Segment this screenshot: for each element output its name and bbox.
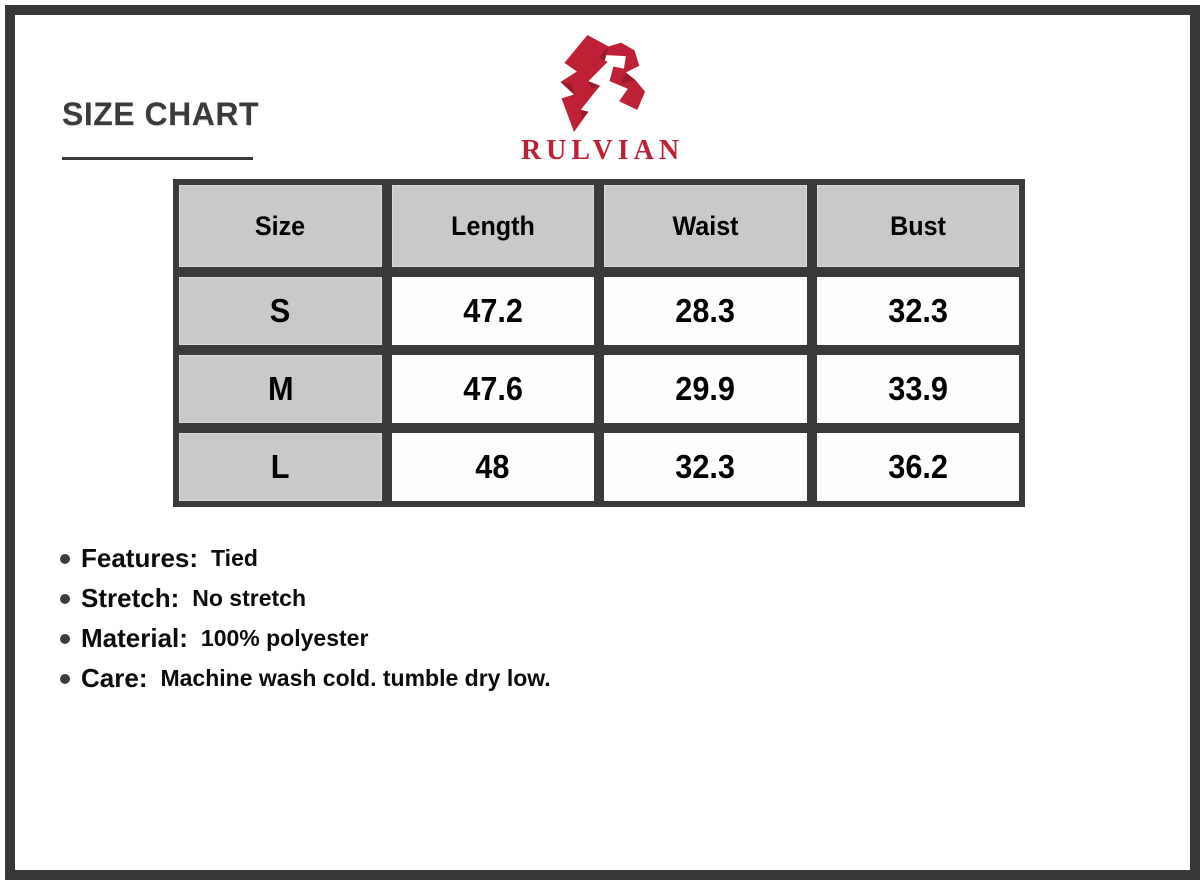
brand-logo: RULVIAN (516, 33, 684, 167)
cell-value: 29.9 (675, 370, 736, 407)
cell-value: 47.2 (462, 292, 523, 329)
bullet-icon (60, 553, 70, 564)
brand-name: RULVIAN (520, 135, 685, 166)
size-table-cell-m-size: M (179, 355, 382, 423)
size-table: Size Length Waist Bust S 47.2 28.3 32.3 … (173, 179, 1025, 507)
rulvian-r-logo-icon (560, 35, 646, 132)
detail-label: Material: (81, 623, 188, 653)
header-label: Bust (889, 210, 946, 241)
size-table-cell-s-waist: 28.3 (604, 277, 807, 345)
cell-value: L (270, 448, 290, 485)
detail-label: Care: (81, 663, 148, 693)
bullet-icon (60, 633, 70, 644)
detail-item-material: Material: 100% polyester (60, 623, 551, 654)
detail-value: Tied (211, 545, 258, 571)
cell-value: 32.3 (887, 292, 948, 329)
detail-label: Features: (81, 543, 199, 573)
detail-value: 100% polyester (200, 625, 369, 651)
cell-value: 48 (475, 448, 510, 485)
size-table-cell-s-bust: 32.3 (816, 277, 1019, 345)
size-table-cell-m-waist: 29.9 (604, 355, 807, 423)
cell-value: S (270, 292, 291, 329)
size-table-cell-l-size: L (179, 433, 382, 501)
cell-value: M (267, 370, 294, 407)
header-label: Waist (672, 210, 739, 241)
size-table-cell-s-length: 47.2 (391, 277, 594, 345)
size-table-header-length: Length (391, 185, 594, 267)
detail-item-stretch: Stretch: No stretch (60, 583, 551, 614)
cell-value: 47.6 (462, 370, 523, 407)
header-label: Length (450, 210, 535, 241)
size-table-header-bust: Bust (816, 185, 1019, 267)
detail-item-features: Features: Tied (60, 543, 551, 574)
detail-label: Stretch: (81, 583, 180, 613)
detail-value: Machine wash cold. tumble dry low. (160, 665, 551, 691)
size-table-header-size: Size (179, 185, 382, 267)
size-table-cell-m-length: 47.6 (391, 355, 594, 423)
cell-value: 33.9 (887, 370, 948, 407)
title-underline (62, 157, 253, 160)
size-table-header-waist: Waist (604, 185, 807, 267)
detail-item-care: Care: Machine wash cold. tumble dry low. (60, 663, 551, 694)
bullet-icon (60, 593, 70, 604)
size-table-cell-s-size: S (179, 277, 382, 345)
size-table-cell-l-length: 48 (391, 433, 594, 501)
page-title: SIZE CHART (62, 96, 259, 132)
bullet-icon (60, 673, 70, 684)
cell-value: 28.3 (675, 292, 736, 329)
cell-value: 36.2 (887, 448, 948, 485)
detail-value: No stretch (192, 585, 306, 611)
product-details-list: Features: Tied Stretch: No stretch Mater… (60, 543, 551, 703)
size-table-cell-l-bust: 36.2 (816, 433, 1019, 501)
size-table-cell-l-waist: 32.3 (604, 433, 807, 501)
size-table-cell-m-bust: 33.9 (816, 355, 1019, 423)
title-block: SIZE CHART (62, 96, 259, 160)
cell-value: 32.3 (675, 448, 736, 485)
header-label: Size (255, 210, 306, 241)
